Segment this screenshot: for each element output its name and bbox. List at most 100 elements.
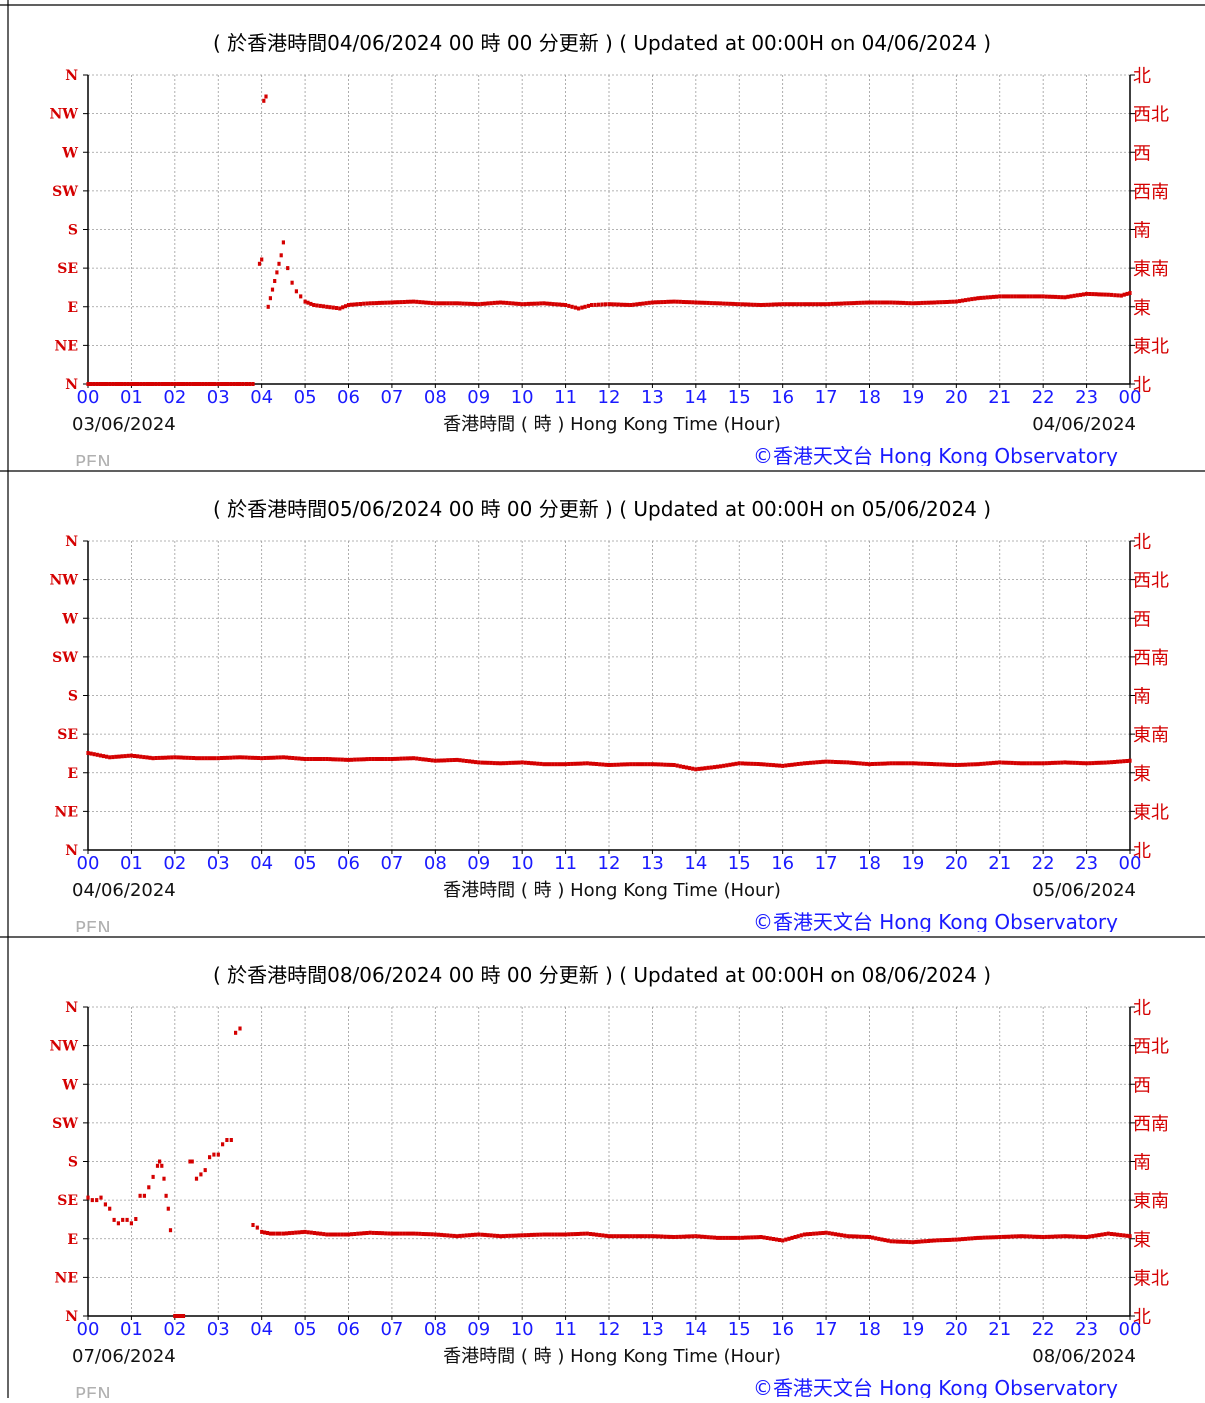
data-point (328, 305, 332, 310)
data-point (408, 299, 413, 304)
data-point (849, 760, 853, 765)
data-point (759, 1235, 763, 1239)
data-point (619, 1234, 623, 1239)
data-point (740, 302, 744, 307)
data-point (514, 301, 518, 306)
series-1 (86, 751, 1132, 772)
data-point (709, 765, 713, 770)
data-point (762, 1235, 766, 1240)
data-point (148, 382, 152, 386)
data-point (374, 301, 378, 306)
data-point (251, 382, 255, 386)
data-point (126, 753, 130, 758)
data-point (647, 762, 651, 767)
x-tick-label: 00 (77, 853, 100, 874)
data-point (622, 1234, 627, 1239)
data-point (998, 294, 1002, 299)
data-point (188, 382, 192, 386)
data-point (477, 1232, 481, 1237)
data-point (452, 1233, 456, 1238)
data-point (315, 1231, 320, 1236)
data-point (1010, 760, 1014, 765)
y-tick-label-left: S (68, 1155, 78, 1171)
data-point (796, 1234, 800, 1239)
data-point (973, 296, 977, 301)
data-point (542, 762, 546, 767)
data-point (1032, 1234, 1036, 1239)
y-tick-label-left: N (65, 1000, 78, 1016)
data-point (163, 755, 168, 760)
y-tick-label-right: 東 (1133, 1230, 1151, 1251)
data-point (1001, 760, 1005, 765)
data-point (756, 1235, 760, 1240)
data-point (802, 302, 806, 307)
data-point (874, 761, 878, 766)
data-point (101, 382, 106, 386)
data-point (593, 302, 597, 307)
data-point (325, 304, 329, 309)
data-point (1026, 294, 1030, 299)
data-point (747, 1235, 751, 1240)
data-point (136, 382, 140, 386)
data-point (194, 1176, 199, 1181)
x-tick-label: 10 (511, 853, 534, 874)
data-point (343, 1232, 347, 1237)
data-point (557, 1232, 561, 1237)
data-point (1044, 294, 1048, 299)
data-point (248, 382, 252, 386)
data-point (548, 301, 552, 306)
data-point (632, 302, 636, 307)
chart-svg: ( 於香港時間05/06/2024 00 時 00 分更新 ) ( Update… (0, 466, 1205, 932)
data-point (517, 301, 521, 306)
data-point (920, 761, 924, 766)
data-point (784, 1237, 788, 1242)
data-point (765, 762, 769, 767)
data-point (213, 756, 217, 761)
data-point (650, 762, 654, 767)
data-point (675, 299, 679, 304)
x-tick-label: 00 (1119, 1319, 1142, 1340)
data-point (765, 302, 769, 307)
data-point (1047, 1234, 1051, 1239)
data-point (877, 1236, 881, 1241)
data-point (867, 1235, 872, 1239)
data-point (982, 761, 986, 766)
data-point (929, 1238, 934, 1243)
data-point (607, 763, 611, 767)
data-point (1054, 294, 1058, 299)
data-point (1013, 294, 1017, 299)
data-point (821, 302, 825, 307)
data-point (991, 760, 996, 765)
data-point (703, 766, 707, 771)
data-point (877, 761, 881, 766)
data-point (101, 754, 106, 759)
x-tick-label: 13 (641, 853, 664, 874)
data-point (210, 382, 214, 386)
data-point (99, 1195, 103, 1200)
y-tick-label-right: 東 (1133, 764, 1151, 785)
data-point (194, 382, 199, 386)
data-point (979, 1235, 983, 1240)
data-point (309, 1230, 313, 1235)
data-point (591, 1232, 596, 1237)
data-point (942, 300, 946, 305)
data-point (790, 762, 794, 767)
data-point (514, 1233, 518, 1238)
data-point (495, 300, 499, 305)
data-point (126, 382, 130, 386)
y-tick-label-right: 西 (1133, 1075, 1151, 1096)
x-tick-label: 03 (207, 1319, 230, 1340)
data-point (743, 1235, 748, 1240)
data-point (933, 300, 937, 305)
data-point (321, 304, 326, 309)
data-point (526, 1233, 530, 1238)
data-point (601, 762, 605, 767)
data-point (1038, 294, 1042, 299)
data-point (331, 757, 335, 762)
data-point (480, 1232, 484, 1237)
y-tick-label-right: 北 (1133, 66, 1151, 87)
data-point (644, 762, 648, 767)
data-point (1013, 1234, 1017, 1239)
data-point (551, 302, 555, 307)
data-point (998, 1235, 1002, 1239)
